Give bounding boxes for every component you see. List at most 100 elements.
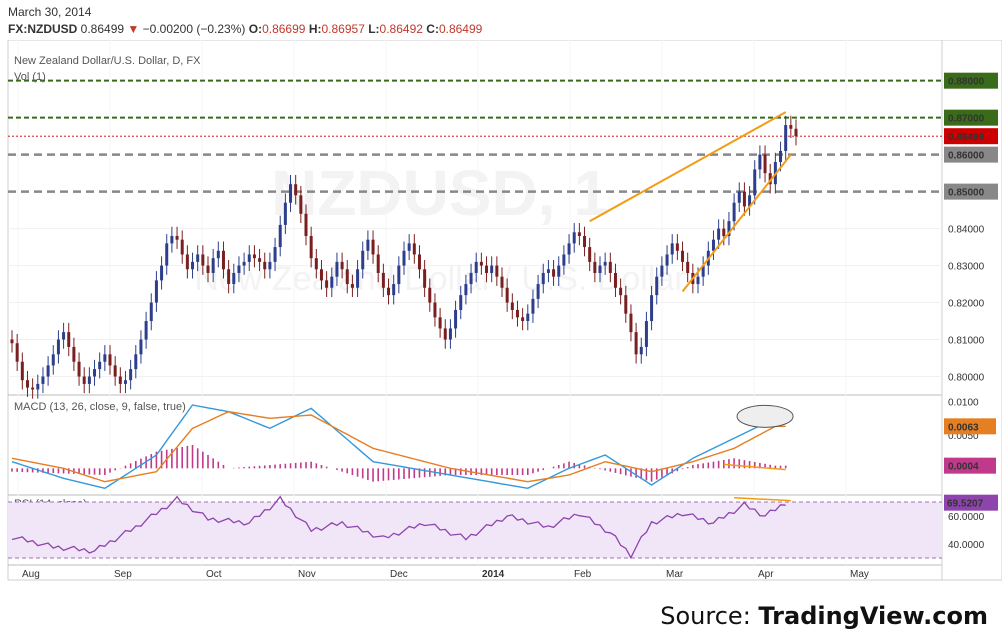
candle-body — [345, 269, 349, 285]
candle-body — [567, 243, 571, 255]
y-tick-label: 0.84000 — [948, 225, 985, 236]
candle-body — [283, 202, 287, 225]
value-tag-label: 0.0063 — [948, 422, 979, 433]
candle-body — [454, 309, 458, 329]
candle-body — [412, 243, 416, 255]
candle-body — [149, 302, 153, 322]
candle-body — [510, 302, 514, 310]
candle-body — [191, 261, 195, 270]
close-value: 0.86499 — [438, 22, 483, 36]
level-label: 0.87000 — [948, 114, 985, 125]
candle-body — [753, 169, 757, 196]
candle-body — [129, 369, 133, 381]
candle-body — [185, 254, 189, 270]
candle-body — [356, 269, 360, 288]
candle-body — [577, 232, 581, 236]
x-tick-label: 2014 — [482, 569, 505, 580]
candle-body — [629, 313, 633, 333]
level-label: 0.86000 — [948, 151, 985, 162]
candle-body — [77, 361, 81, 377]
level-label: 0.85000 — [948, 188, 985, 199]
level-tag — [944, 109, 998, 126]
watermark-symbol: NZDUSD, 1 — [271, 157, 609, 229]
trend-line — [723, 463, 786, 471]
candle-body — [515, 309, 519, 318]
candle-body — [479, 261, 483, 266]
level-tag — [944, 183, 998, 200]
candle-body — [51, 354, 55, 366]
candle-body — [613, 272, 617, 288]
candle-body — [123, 380, 127, 384]
candle-body — [443, 328, 447, 340]
candle-body — [784, 125, 788, 151]
level-tag — [944, 72, 998, 89]
candle-body — [216, 250, 220, 259]
candle-body — [118, 376, 122, 384]
y-tick-label: 0.80000 — [948, 373, 985, 384]
candle-body — [232, 272, 236, 285]
source-prefix: Source: — [660, 602, 759, 630]
x-tick-label: Sep — [114, 569, 132, 580]
low-value: 0.86492 — [379, 22, 423, 36]
candle-body — [650, 295, 654, 322]
candle-body — [160, 265, 164, 281]
candle-body — [500, 276, 504, 288]
trend-line — [589, 111, 787, 223]
level-label: 0.88000 — [948, 77, 985, 88]
candle-body — [717, 228, 721, 240]
trend-line — [734, 497, 791, 502]
candle-body — [56, 339, 60, 355]
candle-body — [639, 346, 643, 355]
plot-frame — [7, 40, 943, 581]
y-tick-label: 60.0000 — [948, 512, 985, 523]
candle-body — [154, 280, 158, 303]
candle-body — [67, 332, 71, 347]
candle-body — [448, 328, 452, 340]
candle-body — [294, 184, 298, 196]
candle-body — [221, 250, 225, 270]
candle-body — [417, 254, 421, 270]
candle-body — [423, 269, 427, 288]
macd-pane-title: MACD (13, 26, close, 9, false, true) — [14, 401, 186, 413]
candle-body — [41, 376, 45, 384]
candle-body — [634, 332, 638, 355]
candle-body — [583, 235, 587, 248]
low-label: L: — [368, 22, 380, 36]
y-tick-label: 40.0000 — [948, 540, 985, 551]
x-tick-label: Aug — [22, 569, 40, 580]
x-tick-label: Dec — [390, 569, 408, 580]
candle-body — [392, 284, 396, 296]
close-label: C: — [426, 22, 439, 36]
chart-canvas[interactable]: NZDUSD, 1 New Zealand Dollar / U.S. Dolla… — [0, 40, 1002, 590]
candle-body — [603, 261, 607, 266]
candle-body — [742, 191, 746, 207]
candle-body — [794, 128, 798, 137]
candle-body — [562, 254, 566, 266]
source-credit: Source: TradingView.com — [660, 602, 988, 630]
candle-body — [366, 239, 370, 251]
rsi-line — [11, 495, 786, 560]
candle-body — [407, 243, 411, 251]
candle-body — [722, 228, 726, 236]
candle-body — [361, 250, 365, 270]
quote-bar: FX:NZDUSD 0.86499 ▼ −0.00200 (−0.23%) O:… — [8, 22, 482, 36]
candle-body — [526, 313, 530, 322]
candle-body — [696, 276, 700, 285]
candle-body — [165, 243, 169, 266]
candle-body — [490, 265, 494, 273]
macd-line — [11, 404, 786, 490]
level-tag — [944, 146, 998, 163]
candle-body — [72, 346, 76, 362]
high-label: H: — [308, 22, 322, 36]
level-label: 0.86499 — [948, 132, 985, 143]
candle-body — [588, 247, 592, 262]
candle-body — [727, 221, 731, 236]
symbol-label[interactable]: FX:NZDUSD — [8, 22, 78, 36]
candle-body — [25, 380, 29, 388]
candle-body — [268, 261, 272, 270]
candle-body — [10, 339, 14, 344]
candle-body — [211, 258, 215, 273]
candle-body — [387, 287, 391, 296]
candle-body — [381, 272, 385, 288]
x-tick-label: Feb — [574, 569, 592, 580]
